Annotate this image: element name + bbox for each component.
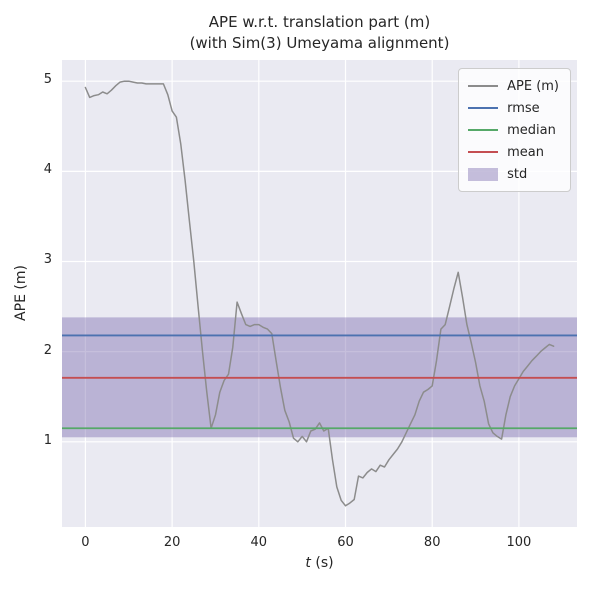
legend-swatch-line bbox=[468, 151, 499, 153]
x-tick-label: 0 bbox=[81, 535, 90, 550]
chart-title: APE w.r.t. translation part (m) (with Si… bbox=[62, 12, 577, 54]
x-tick-label: 20 bbox=[163, 535, 181, 550]
y-tick-label: 4 bbox=[43, 162, 52, 178]
legend-item-std: std bbox=[468, 163, 559, 185]
x-tick-label: 40 bbox=[250, 535, 268, 550]
x-axis-label-variable: t bbox=[305, 555, 311, 571]
ape-line bbox=[84, 80, 555, 507]
legend-item-rmse: rmse bbox=[468, 97, 559, 119]
legend-swatch-line bbox=[468, 107, 499, 109]
x-tick-label: 80 bbox=[423, 535, 441, 550]
x-tick-label: 60 bbox=[337, 535, 354, 550]
y-tick-label: 5 bbox=[43, 72, 52, 88]
y-tick-label: 3 bbox=[43, 252, 52, 268]
y-axis-label: APE (m) bbox=[13, 265, 29, 321]
x-axis-label: t (s) bbox=[62, 555, 577, 571]
legend: APE (m) rmse median mean std bbox=[458, 68, 571, 192]
legend-swatch-line bbox=[468, 85, 499, 87]
y-tick-label: 2 bbox=[43, 342, 52, 358]
legend-label: rmse bbox=[507, 100, 540, 116]
legend-item-ape-m: APE (m) bbox=[468, 75, 559, 97]
legend-item-median: median bbox=[468, 119, 559, 141]
legend-item-mean: mean bbox=[468, 141, 559, 163]
legend-swatch-patch bbox=[468, 167, 499, 181]
legend-label: APE (m) bbox=[507, 78, 559, 94]
y-tick-label: 1 bbox=[43, 432, 52, 448]
legend-label: mean bbox=[507, 144, 544, 160]
chart-title-line1: APE w.r.t. translation part (m) bbox=[208, 13, 431, 31]
x-axis-label-unit: (s) bbox=[310, 555, 334, 571]
legend-swatch-line bbox=[468, 129, 499, 131]
chart-title-line2: (with Sim(3) Umeyama alignment) bbox=[189, 34, 450, 52]
legend-label: std bbox=[507, 166, 528, 182]
legend-label: median bbox=[507, 122, 556, 138]
x-tick-label: 100 bbox=[506, 535, 532, 550]
